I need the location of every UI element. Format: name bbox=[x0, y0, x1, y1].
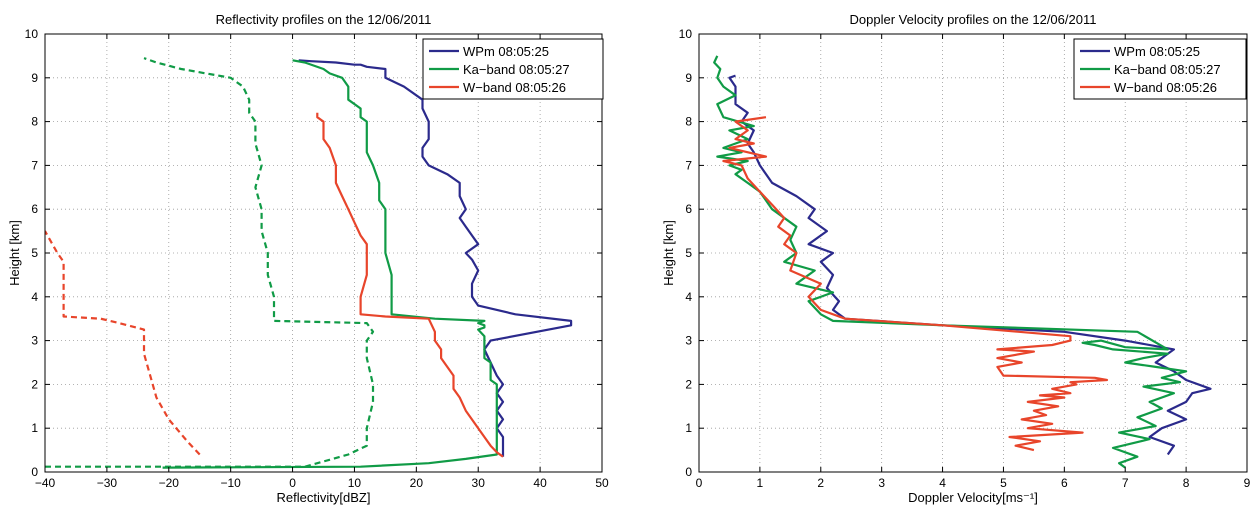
x-tick-label: 7 bbox=[1122, 476, 1129, 490]
legend-entry: WPm 08:05:25 bbox=[1114, 44, 1200, 59]
y-tick-label: 5 bbox=[31, 246, 38, 260]
y-tick-label: 10 bbox=[679, 27, 693, 41]
y-tick-label: 6 bbox=[31, 202, 38, 216]
x-tick-label: 6 bbox=[1061, 476, 1068, 490]
y-tick-label: 4 bbox=[685, 290, 692, 304]
y-tick-label: 6 bbox=[685, 202, 692, 216]
x-tick-label: 30 bbox=[472, 476, 486, 490]
x-tick-label: −20 bbox=[159, 476, 180, 490]
y-axis-label: Height [km] bbox=[661, 220, 676, 286]
y-tick-label: 9 bbox=[685, 71, 692, 85]
x-tick-label: 0 bbox=[289, 476, 296, 490]
series-line-wband bbox=[316, 112, 504, 458]
y-tick-label: 2 bbox=[685, 377, 692, 391]
legend: WPm 08:05:25 Ka−band 08:05:27 W−band 08:05… bbox=[1073, 38, 1247, 100]
x-tick-label: −40 bbox=[35, 476, 56, 490]
series-line-dashed bbox=[45, 230, 201, 456]
legend-entry: W−band 08:05:26 bbox=[1114, 80, 1217, 95]
x-axis-label: Reflectivity[dBZ] bbox=[277, 490, 371, 505]
series-line-dashed bbox=[45, 57, 375, 468]
y-tick-label: 7 bbox=[31, 158, 38, 172]
series-line-kaband bbox=[713, 55, 1188, 469]
y-tick-label: 3 bbox=[685, 334, 692, 348]
legend-entry: W−band 08:05:26 bbox=[463, 80, 566, 95]
x-tick-label: 0 bbox=[696, 476, 703, 490]
y-tick-label: 3 bbox=[31, 334, 38, 348]
x-tick-label: 8 bbox=[1183, 476, 1190, 490]
x-tick-label: 5 bbox=[1000, 476, 1007, 490]
y-tick-label: 0 bbox=[31, 465, 38, 479]
y-tick-label: 8 bbox=[31, 115, 38, 129]
x-tick-label: 3 bbox=[878, 476, 885, 490]
series-line-wpm bbox=[298, 59, 573, 457]
y-axis-label: Height [km] bbox=[7, 220, 22, 286]
reflectivity-panel: −40 −30 −20 −10 0 10 20 30 40 50012345678910Refle… bbox=[7, 12, 609, 505]
chart-title: Reflectivity profiles on the 12/06/2011 bbox=[216, 12, 432, 27]
x-tick-label: 10 bbox=[348, 476, 362, 490]
y-tick-label: 5 bbox=[685, 246, 692, 260]
y-tick-label: 10 bbox=[25, 27, 39, 41]
y-tick-label: 2 bbox=[31, 377, 38, 391]
series-line-kaband bbox=[162, 59, 498, 469]
plot-area bbox=[699, 34, 1247, 472]
x-tick-label: 9 bbox=[1244, 476, 1251, 490]
plot-area bbox=[45, 34, 602, 472]
y-tick-label: 1 bbox=[685, 421, 692, 435]
y-tick-label: 0 bbox=[685, 465, 692, 479]
x-tick-label: 2 bbox=[817, 476, 824, 490]
x-axis-label: Doppler Velocity[ms⁻¹] bbox=[908, 490, 1038, 505]
doppler-velocity-panel: 0 1 2 3 4 5 6 7 8 9 0 1 2 3 4 5 6 7 8 9 10 Doppler Velocity p… bbox=[661, 12, 1251, 505]
legend-entry: Ka−band 08:05:27 bbox=[463, 62, 570, 77]
y-tick-label: 7 bbox=[685, 158, 692, 172]
legend: WPm 08:05:25 Ka−band 08:05:27 W−band 08:05… bbox=[422, 38, 604, 100]
x-tick-label: 40 bbox=[533, 476, 547, 490]
x-tick-label: −10 bbox=[220, 476, 241, 490]
x-tick-label: 1 bbox=[757, 476, 764, 490]
y-tick-label: 9 bbox=[31, 71, 38, 85]
x-tick-label: 20 bbox=[410, 476, 424, 490]
series-line-wpm bbox=[728, 74, 1212, 456]
series-group bbox=[45, 57, 573, 469]
series-group bbox=[713, 55, 1212, 469]
y-tick-label: 8 bbox=[685, 115, 692, 129]
x-tick-label: −30 bbox=[97, 476, 118, 490]
y-tick-label: 4 bbox=[31, 290, 38, 304]
legend-entry: Ka−band 08:05:27 bbox=[1114, 62, 1221, 77]
series-line-wband bbox=[722, 116, 1109, 452]
x-tick-label: 50 bbox=[595, 476, 609, 490]
y-tick-label: 1 bbox=[31, 421, 38, 435]
legend-entry: WPm 08:05:25 bbox=[463, 44, 549, 59]
x-tick-label: 4 bbox=[939, 476, 946, 490]
chart-title: Doppler Velocity profiles on the 12/06/2… bbox=[850, 12, 1097, 27]
